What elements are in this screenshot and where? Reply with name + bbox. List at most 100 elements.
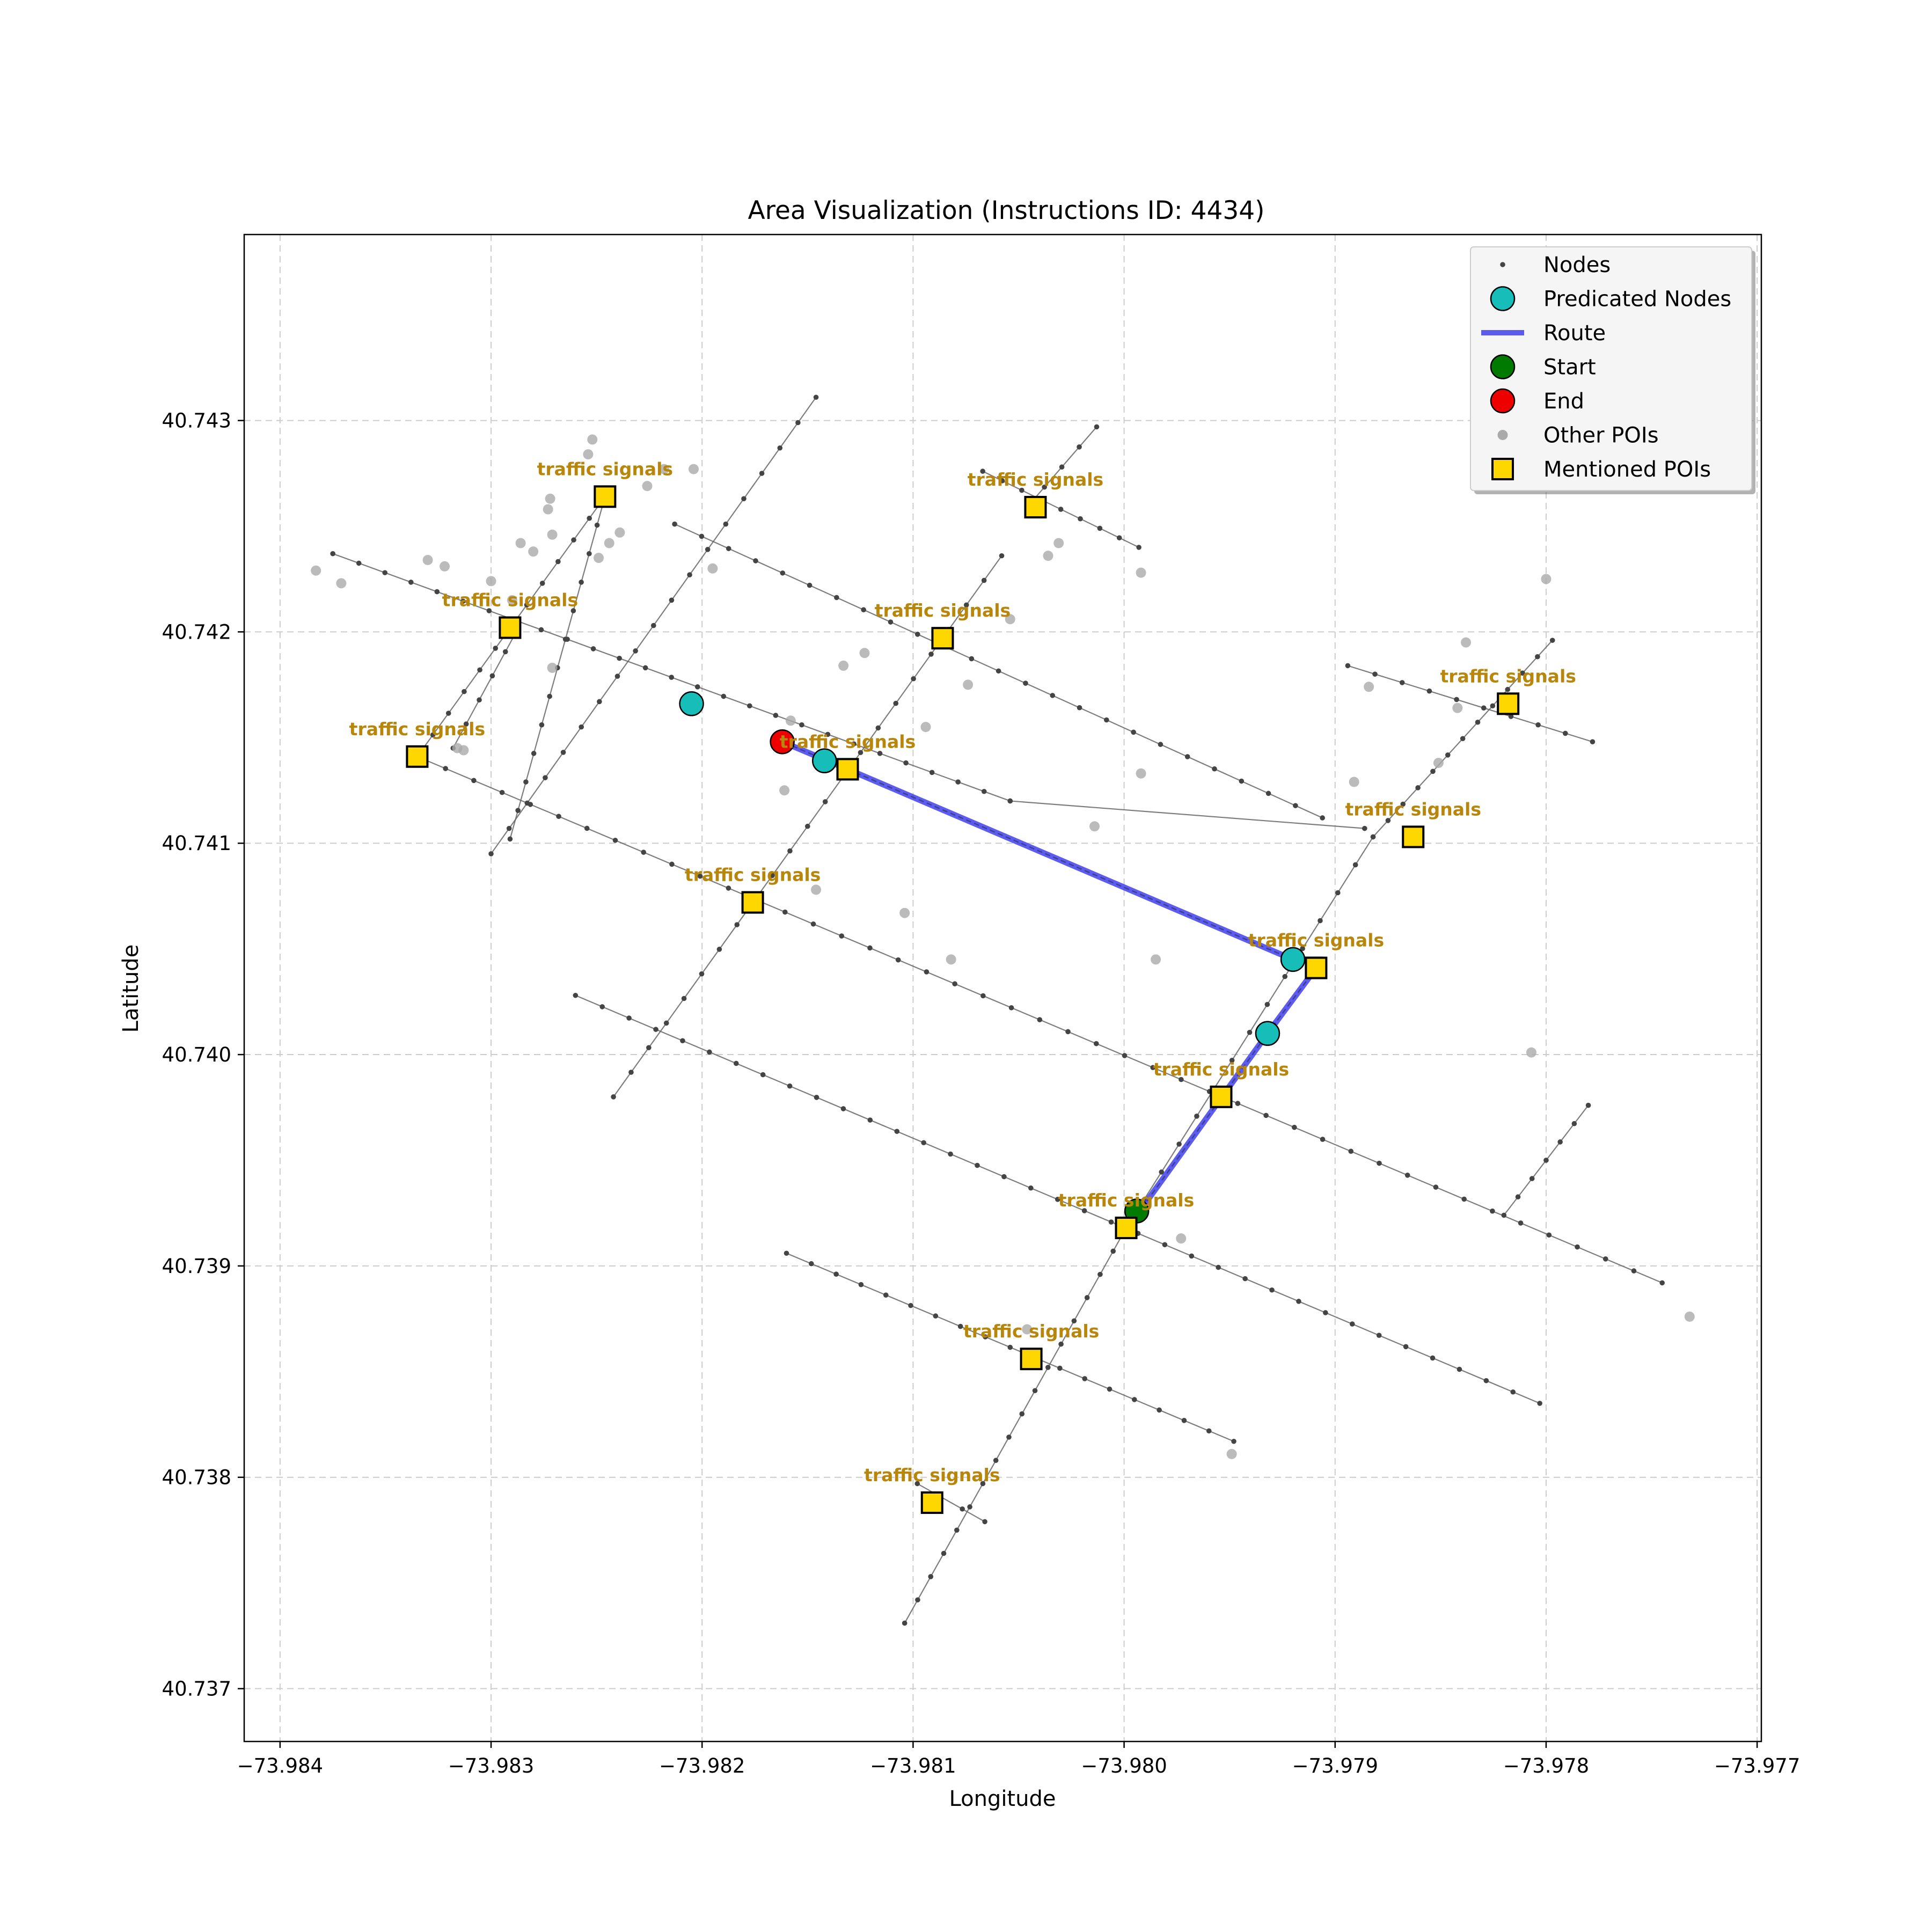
other-poi: [838, 660, 849, 671]
street-node: [539, 722, 545, 728]
street-node: [1001, 1174, 1007, 1180]
street-node: [1058, 1341, 1064, 1347]
street-node: [734, 922, 740, 927]
street-node: [705, 547, 711, 552]
x-tick-label-4: −73.980: [1081, 1754, 1167, 1777]
other-poi: [1136, 768, 1146, 779]
street-node: [1122, 1053, 1128, 1058]
street-node: [747, 703, 752, 709]
other-poi: [1151, 954, 1161, 965]
street-node: [1159, 1169, 1165, 1175]
street-node: [861, 607, 866, 613]
street-node: [1318, 918, 1323, 924]
street-node: [1348, 1148, 1354, 1154]
x-axis-label: Longitude: [949, 1787, 1056, 1811]
street-node: [895, 957, 901, 963]
street-node: [1320, 815, 1325, 821]
y-axis-ticks: 40.737 40.738 40.739 40.740 40.741 40.742 40.7…: [162, 409, 244, 1701]
street-node: [1093, 1041, 1099, 1046]
street-node: [834, 595, 839, 601]
street-node: [430, 732, 436, 738]
street-node: [681, 996, 687, 1001]
street-node: [1282, 974, 1288, 979]
street-node: [1400, 801, 1406, 807]
poi-labels: traffic signals traffic signals traffic si…: [349, 458, 1576, 1485]
y-tick-label-6: 40.743: [162, 409, 231, 433]
mentioned-poi-label: traffic signals: [349, 719, 485, 740]
mentioned-poi-label: traffic signals: [875, 600, 1011, 621]
street-node: [1445, 752, 1451, 758]
street-node: [915, 1597, 920, 1602]
street-node: [1457, 1366, 1462, 1372]
street-node: [471, 778, 477, 784]
other-poi: [963, 679, 974, 690]
street-node: [999, 553, 1005, 559]
street-node: [1028, 1185, 1034, 1191]
mentioned-poi-marker: [741, 891, 764, 914]
street-node: [1065, 1029, 1071, 1035]
street-node: [1263, 1113, 1269, 1118]
mentioned-poi-marker: [406, 745, 429, 768]
street-node: [888, 619, 894, 625]
street-node: [914, 632, 920, 637]
street-node: [955, 779, 961, 785]
street-node: [1415, 785, 1421, 791]
street-node: [1023, 680, 1028, 686]
other-poi: [587, 434, 598, 445]
other-poi: [458, 745, 469, 756]
street-node: [1293, 803, 1298, 808]
street-node: [975, 1162, 980, 1168]
street-node: [1045, 1365, 1051, 1370]
x-axis-ticks: −73.984 −73.983 −73.982 −73.981 −73.980 −73.9…: [237, 1741, 1800, 1777]
street-node: [1300, 946, 1305, 952]
street-node: [1535, 722, 1541, 728]
other-poi: [440, 561, 450, 572]
street-node: [1082, 1376, 1087, 1381]
street-node: [1372, 671, 1378, 677]
street-node: [777, 445, 783, 451]
mentioned-poi-marker: [1497, 692, 1520, 715]
street-node: [617, 655, 622, 661]
other-poi: [547, 662, 558, 673]
street-node: [502, 649, 508, 655]
other-poi: [1349, 777, 1359, 787]
street-node: [570, 608, 576, 613]
other-poi: [1461, 637, 1472, 648]
street-node: [699, 533, 705, 539]
mentioned-poi-label: traffic signals: [1345, 799, 1481, 819]
street-node: [1231, 1438, 1236, 1444]
street-node: [1057, 1365, 1063, 1371]
street-node: [597, 699, 602, 705]
mentioned-pois: [406, 485, 1520, 1514]
legend-label-predicted: Predicated Nodes: [1543, 287, 1731, 312]
street-node: [571, 537, 576, 543]
street-node: [382, 570, 388, 575]
street-node: [1037, 1017, 1043, 1022]
street-node: [599, 1004, 605, 1009]
street-node: [707, 1049, 712, 1055]
other-poi: [547, 529, 558, 540]
street-node: [1212, 766, 1217, 772]
other-poi: [811, 884, 822, 895]
street-node: [1403, 1344, 1409, 1350]
street-node: [1335, 890, 1341, 896]
street-node: [1189, 1253, 1195, 1259]
street-node: [687, 572, 692, 577]
mentioned-poi-label: traffic signals: [780, 731, 916, 752]
mentioned-poi-label: traffic signals: [1248, 930, 1384, 951]
street-node: [858, 1282, 864, 1287]
street-node: [1229, 1057, 1235, 1063]
street-node: [1094, 424, 1100, 430]
street-edge-C: [1010, 800, 1365, 829]
street-edge-L: [452, 627, 519, 749]
street-node: [948, 1151, 953, 1157]
street-node: [1345, 663, 1351, 669]
street-node: [697, 873, 703, 879]
other-poi: [859, 648, 870, 658]
other-poi: [486, 576, 496, 587]
street-node: [770, 873, 775, 879]
street-node: [1032, 1388, 1038, 1394]
street-node: [507, 836, 513, 842]
street-node: [957, 1323, 963, 1329]
x-tick-label-1: −73.983: [448, 1754, 534, 1777]
